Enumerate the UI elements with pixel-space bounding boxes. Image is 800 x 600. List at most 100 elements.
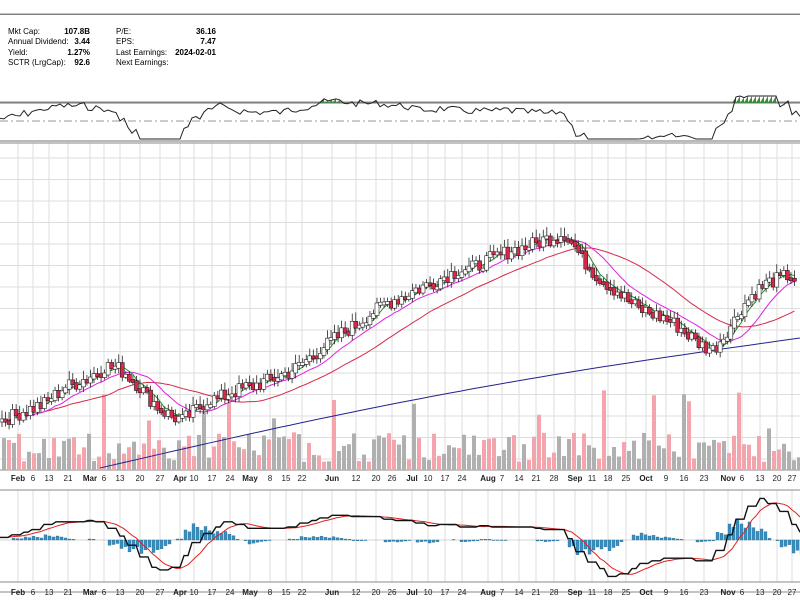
x-axis-day-label: 21 (64, 588, 73, 597)
volume-bar (752, 456, 756, 470)
volume-bar (617, 456, 621, 470)
volume-bar (587, 445, 591, 470)
volume-bar (442, 453, 446, 470)
x-axis-day-label: 11 (588, 474, 597, 483)
volume-bar (12, 442, 16, 470)
macd-panel (0, 497, 800, 578)
volume-bar (747, 444, 751, 470)
candle-up (746, 299, 751, 306)
volume-bar (22, 461, 26, 470)
x-axis-day-label: 24 (226, 588, 235, 597)
volume-bar (357, 461, 361, 470)
candle-down (611, 287, 617, 296)
pe-value: 36.16 (195, 27, 216, 36)
x-axis-day-label: 6 (102, 588, 107, 597)
macd-histogram-bar (55, 535, 60, 541)
candle-down (169, 409, 175, 418)
macd-histogram-bar (143, 539, 148, 551)
macd-histogram-bar (59, 536, 64, 541)
candle-up (484, 255, 489, 271)
volume-bar (122, 453, 126, 470)
volume-bar (27, 451, 31, 470)
volume-bar (397, 444, 401, 470)
candle-down (353, 321, 359, 329)
x-axis-day-label: 28 (550, 588, 559, 597)
candle-up (742, 303, 748, 318)
x-axis-month-label: Jun (325, 474, 339, 483)
candle-up (261, 378, 267, 390)
candle-down (533, 237, 539, 244)
last-earnings-value: 2024-02-01 (175, 48, 216, 57)
candle-up (321, 347, 327, 356)
volume-bar (592, 447, 596, 470)
volume-bar (512, 435, 516, 470)
volume-bar (537, 414, 541, 470)
volume-bar (472, 435, 476, 470)
candle-down (477, 260, 482, 271)
x-axis-day-label: 18 (604, 588, 613, 597)
candle-down (144, 387, 150, 393)
x-axis-month-label: Mar (83, 588, 97, 597)
x-axis-day-label: 7 (500, 474, 505, 483)
macd-histogram-bar (743, 527, 748, 541)
macd-histogram-bar (555, 539, 560, 541)
candle-down (594, 275, 599, 282)
volume-bar (322, 461, 326, 470)
x-axis-day-label: 22 (298, 474, 307, 483)
x-axis-day-label: 24 (226, 474, 235, 483)
macd-histogram-bar (735, 518, 740, 541)
volume-bar (522, 444, 526, 470)
volume-bar (467, 454, 471, 470)
x-axis-day-label: 26 (388, 588, 397, 597)
candle-up (530, 237, 535, 250)
macd-histogram-bar (759, 528, 764, 541)
macd-histogram-bar (19, 538, 24, 541)
x-axis-day-label: 6 (740, 474, 745, 483)
candle-down (693, 332, 698, 340)
x-axis-month-label: Jun (325, 588, 339, 597)
candle-down (155, 401, 160, 411)
macd-histogram-bar (403, 539, 408, 542)
macd-histogram-bar (87, 538, 92, 541)
volume-bar (457, 448, 461, 470)
macd-histogram-bar (635, 535, 640, 541)
macd-histogram-bar (495, 539, 500, 541)
x-axis-month-label: Oct (639, 588, 653, 597)
x-axis-month-label: Jul (406, 588, 418, 597)
annual-dividend-value: 3.44 (74, 37, 90, 46)
x-axis-month-label: Feb (11, 474, 25, 483)
x-axis-day-label: 10 (190, 474, 199, 483)
volume-bar (87, 433, 91, 470)
macd-histogram-bar (31, 536, 36, 541)
x-axis-day-label: 27 (788, 474, 797, 483)
x-axis-day-label: 20 (372, 474, 381, 483)
volume-bar (662, 448, 666, 470)
candle-down (572, 241, 578, 248)
volume-bar (757, 436, 761, 470)
macd-histogram-bar (363, 539, 368, 541)
volume-bar (602, 390, 606, 470)
volume-bar (72, 437, 76, 470)
macd-histogram-bar (335, 537, 340, 541)
volume-bar (712, 439, 716, 470)
x-axis-day-label: 17 (208, 588, 217, 597)
candle-down (70, 379, 76, 385)
macd-histogram-bar (607, 539, 612, 551)
macd-histogram-bar (67, 538, 72, 541)
macd-histogram-bar (327, 537, 332, 541)
x-axis-day-label: 16 (680, 474, 689, 483)
macd-histogram-bar (187, 531, 192, 541)
price-candles (0, 227, 797, 430)
volume-bar (302, 461, 306, 470)
macd-histogram-bar (739, 523, 744, 541)
volume-bar (37, 453, 41, 470)
volume-bar (347, 444, 351, 470)
ma-long-line (99, 337, 800, 469)
macd-histogram-bar (775, 539, 780, 541)
volume-bar (452, 447, 456, 470)
macd-histogram-bar (535, 539, 540, 542)
volume-bar (137, 454, 141, 470)
ma-slow-line (1, 247, 795, 422)
macd-histogram-bar (703, 539, 708, 542)
macd-histogram-bar (51, 536, 56, 541)
